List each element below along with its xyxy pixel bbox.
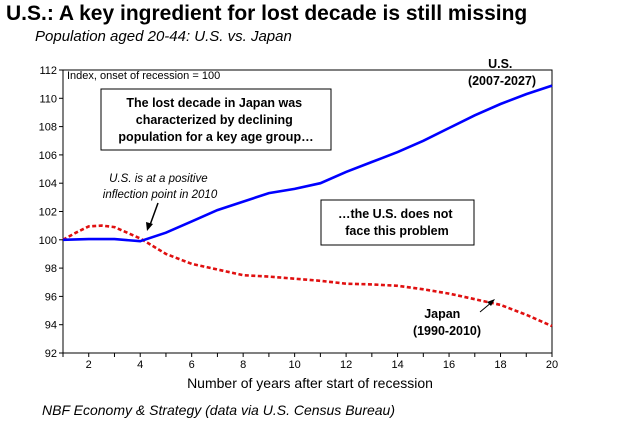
us-label-years: (2007-2027) [468,74,536,88]
x-tick-label: 2 [86,359,92,371]
us-problem-line-1: …the U.S. does not [338,207,453,221]
chart-source: NBF Economy & Strategy (data via U.S. Ce… [42,402,396,418]
lost-decade-line-2: characterized by declining [136,113,293,127]
y-tick-label: 112 [39,65,57,77]
y-tick-label: 108 [39,122,57,134]
y-tick-label: 100 [39,235,57,247]
lost-decade-box [100,88,332,151]
lost-decade-line-1: The lost decade in Japan was [126,96,302,110]
inflection-arrow-head [146,222,153,231]
japan-label-name: Japan [424,307,460,321]
us-series-label: U.S. (2007-2027) [468,57,536,88]
us-problem-line-2: face this problem [345,224,449,238]
inflection-line-2: inflection point in 2010 [103,189,218,201]
y-tick-label: 102 [39,207,57,219]
y-tick-marks [59,69,63,354]
japan-series-label: Japan (1990-2010) [413,307,481,338]
y-tick-label: 104 [39,178,57,190]
x-tick-labels: 2 4 6 8 10 12 14 16 18 20 [86,359,558,371]
y-tick-label: 110 [39,93,57,105]
x-tick-label: 18 [494,359,506,371]
y-tick-labels: 92 94 96 98 100 102 104 106 108 110 112 [39,65,57,360]
japan-arrow-head [487,299,495,306]
japan-label-years: (1990-2010) [413,324,481,338]
x-tick-label: 12 [340,359,352,371]
y-tick-label: 96 [45,291,57,303]
inflection-note: U.S. is at a positive inflection point i… [103,173,218,201]
x-tick-label: 14 [391,359,403,371]
y-tick-label: 106 [39,150,57,162]
lost-decade-line-3: population for a key age group… [118,130,313,144]
x-tick-label: 16 [443,359,455,371]
inflection-line-1: U.S. is at a positive [109,173,207,185]
us-label-name: U.S. [488,57,512,71]
x-tick-label: 20 [546,359,558,371]
y-tick-label: 92 [45,348,57,360]
x-axis-label: Number of years after start of recession [187,375,433,391]
x-tick-marks [62,353,553,357]
x-tick-label: 4 [137,359,143,371]
inflection-arrow [149,202,159,226]
y-tick-label: 94 [45,320,57,332]
chart-subtitle: Population aged 20-44: U.S. vs. Japan [35,28,292,45]
x-tick-label: 6 [189,359,195,371]
y-tick-label: 98 [45,263,57,275]
lost-decade-text: The lost decade in Japan was characteriz… [118,96,313,144]
chart-title: U.S.: A key ingredient for lost decade i… [6,2,528,25]
series-line-us [62,84,553,243]
us-problem-text: …the U.S. does not face this problem [338,207,456,238]
x-tick-label: 10 [289,359,301,371]
index-note: Index, onset of recession = 100 [67,70,220,82]
us-problem-box [320,199,475,246]
x-tick-label: 8 [240,359,246,371]
